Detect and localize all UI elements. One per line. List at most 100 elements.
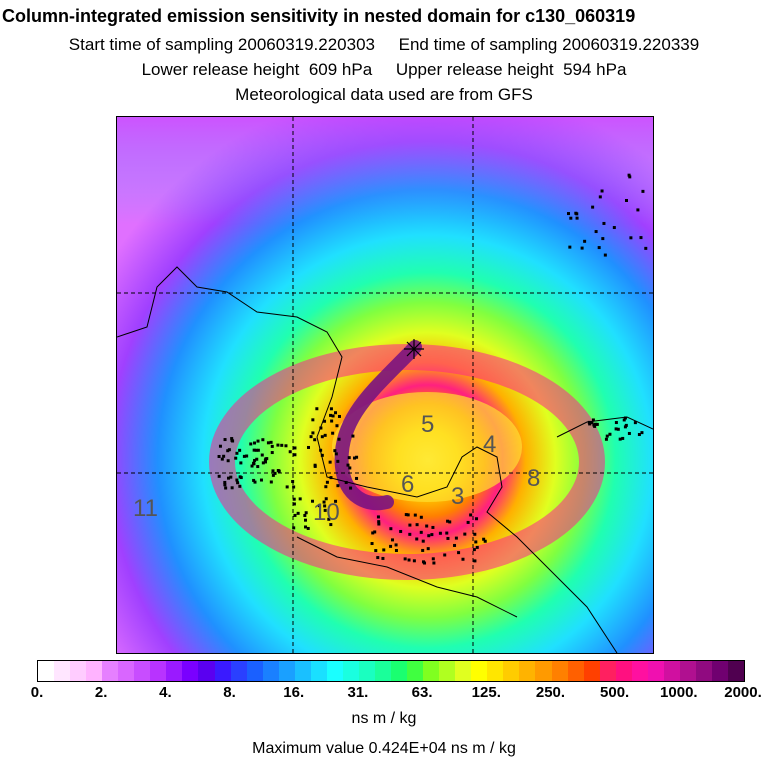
- point-source-dot: [292, 502, 296, 506]
- color-swatch: [631, 661, 648, 681]
- color-swatch: [134, 661, 151, 681]
- point-source-dot: [238, 484, 242, 488]
- point-source-dot: [311, 418, 315, 422]
- point-source-dot: [293, 446, 297, 450]
- color-scale-bar: [37, 660, 745, 682]
- point-source-dot: [291, 480, 295, 484]
- point-source-dot: [236, 481, 240, 485]
- point-source-dot: [223, 438, 227, 442]
- point-source-dot: [633, 421, 637, 425]
- point-source-dot: [412, 559, 416, 563]
- point-source-dot: [355, 476, 359, 480]
- point-source-dot: [271, 469, 275, 473]
- point-source-dot: [603, 253, 607, 257]
- point-source-dot: [473, 532, 477, 536]
- release-heights: Lower release height 609 hPa Upper relea…: [0, 60, 768, 80]
- point-source-dot: [624, 198, 628, 202]
- color-swatch: [679, 661, 696, 681]
- color-swatch: [86, 661, 103, 681]
- point-source-dot: [605, 434, 609, 438]
- point-source-dot: [311, 499, 315, 503]
- point-source-dot: [448, 520, 452, 524]
- point-source-dot: [252, 461, 256, 465]
- point-source-dot: [334, 452, 338, 456]
- point-source-dot: [235, 451, 239, 455]
- color-swatch: [567, 661, 584, 681]
- point-source-dot: [336, 484, 340, 488]
- point-source-dot: [376, 515, 380, 519]
- point-source-dot: [271, 473, 275, 477]
- point-source-dot: [404, 513, 408, 517]
- point-source-dot: [608, 432, 612, 436]
- point-source-dot: [276, 443, 280, 447]
- color-swatch: [102, 661, 119, 681]
- point-source-dot: [644, 246, 648, 250]
- point-source-dot: [593, 424, 597, 428]
- point-source-dot: [370, 542, 374, 546]
- point-source-dot: [223, 480, 227, 484]
- point-source-dot: [238, 448, 242, 452]
- point-source-dot: [311, 431, 315, 435]
- point-source-dot: [590, 421, 594, 425]
- point-source-dot: [256, 448, 260, 452]
- point-source-dot: [413, 513, 417, 517]
- point-source-dot: [403, 557, 407, 561]
- point-source-dot: [353, 456, 357, 460]
- color-scale-tick: 31.: [347, 684, 369, 701]
- point-source-dot: [313, 438, 317, 442]
- point-source-dot: [313, 463, 317, 467]
- color-swatch: [54, 661, 71, 681]
- point-source-dot: [239, 461, 243, 465]
- point-source-dot: [226, 449, 230, 453]
- point-source-dot: [288, 450, 292, 454]
- point-source-dot: [284, 444, 288, 448]
- point-source-dot: [320, 453, 324, 457]
- color-swatch: [728, 661, 745, 681]
- lower-release-label: Lower release height 609 hPa: [141, 60, 373, 79]
- point-source-dot: [431, 525, 435, 529]
- point-source-dot: [323, 504, 327, 508]
- inner-core: [332, 392, 522, 502]
- color-swatch: [326, 661, 343, 681]
- map-label-8: 8: [527, 465, 541, 492]
- point-source-dot: [419, 515, 423, 519]
- maximum-value: Maximum value 0.424E+04 ns m / kg: [252, 740, 516, 757]
- point-source-dot: [242, 454, 246, 458]
- point-source-dot: [432, 561, 436, 565]
- point-source-dot: [255, 457, 259, 461]
- color-scale-tick: 4.: [159, 684, 172, 701]
- point-source-dot: [250, 464, 254, 468]
- point-source-dot: [324, 485, 328, 489]
- point-source-dot: [623, 425, 627, 429]
- map-label-4: 4: [483, 431, 497, 458]
- color-swatch: [519, 661, 536, 681]
- point-source-dot: [446, 536, 450, 540]
- point-source-dot: [218, 444, 222, 448]
- point-source-dot: [252, 448, 256, 452]
- color-scale-tick: 0.: [30, 684, 44, 701]
- point-source-dot: [621, 436, 625, 440]
- color-swatch: [407, 661, 424, 681]
- color-swatch: [551, 661, 568, 681]
- point-source-dot: [229, 475, 233, 479]
- color-swatch: [423, 661, 440, 681]
- point-source-dot: [568, 245, 572, 249]
- color-swatch: [358, 661, 375, 681]
- point-source-dot: [377, 520, 381, 524]
- point-source-dot: [423, 561, 427, 565]
- color-swatch: [471, 661, 488, 681]
- sensitivity-map: 5 4 6 3 8 10 11: [116, 116, 654, 654]
- point-source-dot: [292, 485, 296, 489]
- color-swatch: [374, 661, 392, 681]
- point-source-dot: [307, 445, 311, 449]
- point-source-dot: [597, 246, 601, 250]
- point-source-dot: [337, 414, 341, 418]
- point-source-dot: [335, 424, 339, 428]
- color-swatch: [535, 661, 552, 681]
- point-source-dot: [483, 539, 487, 543]
- point-source-dot: [602, 221, 606, 225]
- point-source-dot: [227, 476, 231, 480]
- point-source-dot: [569, 216, 573, 220]
- point-source-dot: [430, 533, 434, 537]
- point-source-dot: [438, 531, 442, 535]
